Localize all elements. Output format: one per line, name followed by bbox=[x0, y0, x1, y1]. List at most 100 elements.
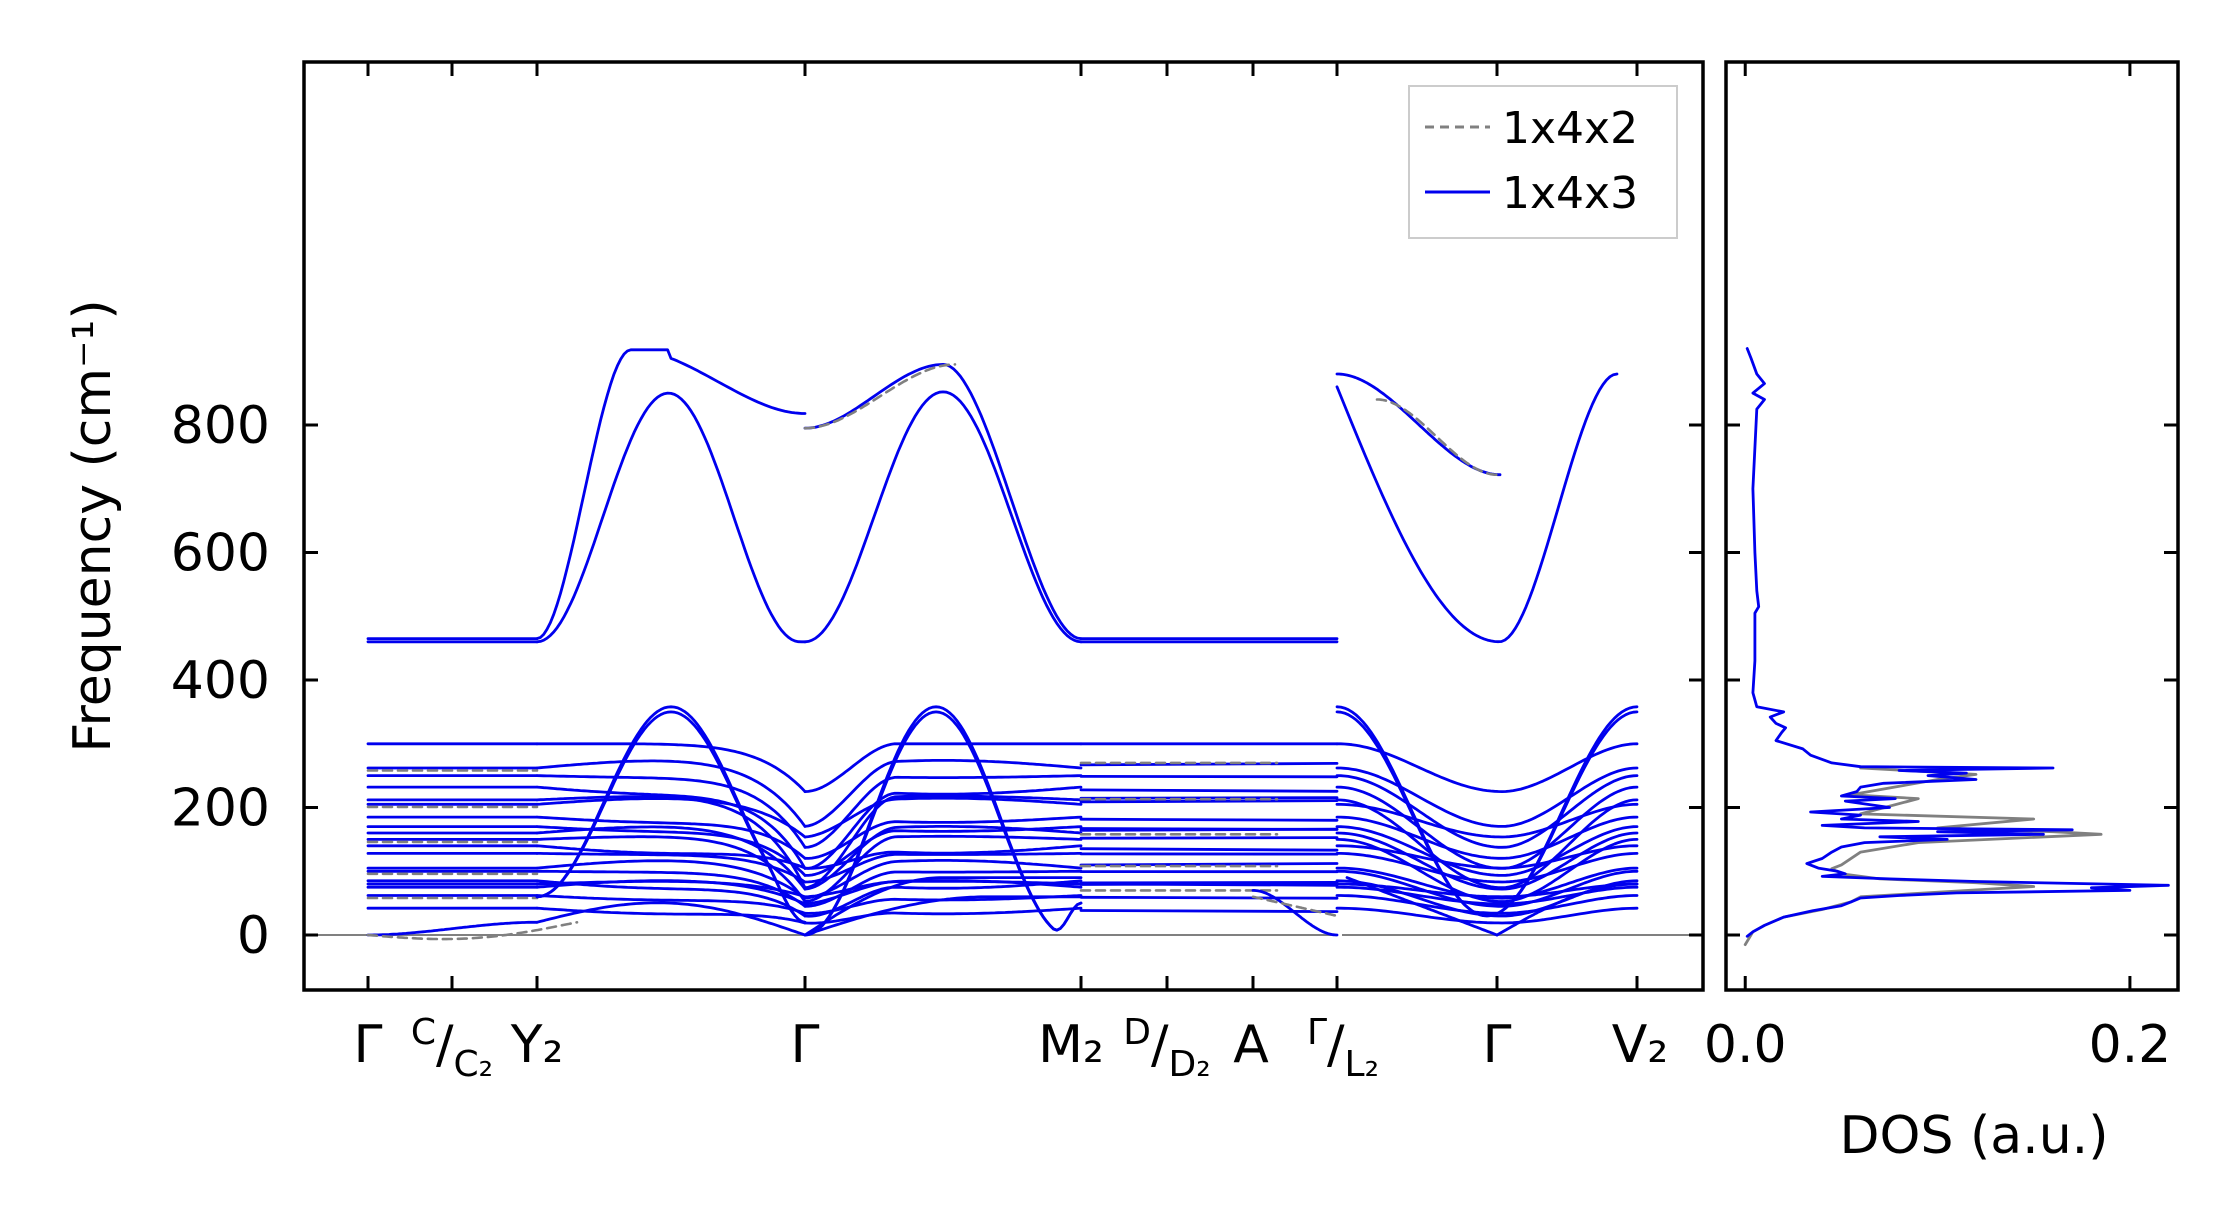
x-tick-label: Γ bbox=[791, 1015, 820, 1075]
dos-x-tick-label: 0.0 bbox=[1704, 1015, 1787, 1075]
legend-label-1x4x2: 1x4x2 bbox=[1502, 103, 1638, 154]
dos-curve-1x4x3 bbox=[1745, 347, 2170, 938]
low-band bbox=[535, 894, 807, 915]
low-band bbox=[1335, 844, 1639, 870]
dispersion-panel: 0 200 400 600 800 Γ C/C₂ Y₂ Γ M₂ D/D₂ A Γ/L₂ Γ V₂ 1x4… bbox=[63, 60, 1705, 1085]
x-tick-label: Γ bbox=[354, 1015, 383, 1075]
optical-lower-band bbox=[535, 391, 807, 644]
low-band bbox=[803, 759, 1083, 828]
low-band bbox=[535, 869, 807, 908]
optical-branch bbox=[1335, 372, 1502, 477]
y-tick-label: 400 bbox=[171, 651, 270, 711]
y-axis-title: Frequency (cm⁻¹) bbox=[63, 299, 123, 752]
low-band bbox=[803, 859, 1083, 900]
y-tick-label: 600 bbox=[171, 524, 270, 584]
low-band bbox=[1079, 788, 1339, 793]
low-band bbox=[535, 797, 807, 839]
acoustic-band bbox=[1251, 889, 1339, 937]
x-tick-label: C/C₂ bbox=[411, 1012, 493, 1085]
acoustic-band bbox=[1345, 876, 1499, 937]
low-band bbox=[1079, 817, 1339, 822]
optical-branch bbox=[1335, 372, 1619, 644]
low-band bbox=[1335, 852, 1639, 884]
acoustic-band bbox=[366, 920, 539, 937]
x-tick-label: V₂ bbox=[1612, 1015, 1668, 1075]
low-band bbox=[1335, 838, 1639, 903]
acoustic-band-1x4x2 bbox=[366, 921, 579, 941]
acoustic-band bbox=[1335, 710, 1639, 918]
low-band bbox=[803, 742, 1083, 793]
x-tick-label: Y₂ bbox=[510, 1015, 564, 1075]
low-band bbox=[535, 852, 807, 884]
acoustic-band bbox=[535, 710, 807, 924]
y-tick-label: 0 bbox=[237, 906, 270, 966]
low-band bbox=[1335, 825, 1639, 877]
low-band bbox=[535, 879, 807, 906]
low-band bbox=[535, 795, 807, 890]
optical-lower-band bbox=[803, 390, 1083, 644]
low-band bbox=[1335, 802, 1639, 839]
acoustic-band bbox=[803, 710, 1083, 937]
x-tick-label: A bbox=[1233, 1015, 1269, 1075]
low-band bbox=[535, 815, 807, 860]
low-band bbox=[1079, 862, 1339, 867]
low-band bbox=[803, 785, 1083, 870]
optical-branch-1x4x2 bbox=[1375, 398, 1499, 476]
acoustic-band bbox=[1495, 882, 1639, 937]
dos-curve-1x4x2 bbox=[1743, 766, 2103, 946]
acoustic-band bbox=[803, 895, 1083, 937]
dos-panel: 0.0 0.2 DOS (a.u.) bbox=[1704, 60, 2180, 1166]
acoustic-band bbox=[535, 901, 807, 937]
low-band bbox=[535, 742, 807, 793]
legend-box bbox=[1408, 85, 1678, 239]
y-tick-label: 800 bbox=[171, 396, 270, 456]
dos-curves bbox=[1743, 347, 2170, 946]
low-band bbox=[1079, 799, 1339, 804]
x-tick-label: D/D₂ bbox=[1123, 1012, 1210, 1085]
low-band bbox=[1335, 882, 1639, 899]
low-band bbox=[1335, 894, 1639, 915]
low-band bbox=[803, 852, 1083, 884]
low-band bbox=[1335, 774, 1639, 849]
dispersion-y-axis: 0 200 400 600 800 bbox=[171, 396, 1703, 966]
dos-x-axis-title: DOS (a.u.) bbox=[1840, 1106, 2109, 1166]
dispersion-plot-frame bbox=[302, 60, 1705, 992]
optical-upper-band-1x4x2 bbox=[803, 363, 957, 430]
low-band bbox=[535, 785, 807, 870]
x-tick-label: Γ/L₂ bbox=[1307, 1012, 1379, 1085]
low-band bbox=[803, 796, 1083, 839]
low-band bbox=[535, 859, 807, 900]
low-band bbox=[1335, 866, 1639, 900]
low-band bbox=[1079, 847, 1339, 852]
low-band bbox=[1335, 906, 1639, 925]
dispersion-x-axis: Γ C/C₂ Y₂ Γ M₂ D/D₂ A Γ/L₂ Γ V₂ bbox=[354, 62, 1668, 1085]
low-band bbox=[535, 774, 807, 849]
low-band bbox=[803, 815, 1083, 860]
low-band bbox=[1079, 909, 1339, 913]
low-band bbox=[1079, 881, 1339, 886]
acoustic-band bbox=[803, 876, 1083, 937]
acoustic-band-1x4x2 bbox=[1251, 895, 1339, 918]
low-band bbox=[803, 825, 1083, 891]
x-tick-label: Γ bbox=[1483, 1015, 1512, 1075]
low-band bbox=[803, 906, 1083, 925]
legend: 1x4x2 1x4x3 bbox=[1408, 85, 1678, 239]
x-tick-label: M₂ bbox=[1038, 1015, 1104, 1075]
y-tick-label: 200 bbox=[171, 779, 270, 839]
low-band bbox=[535, 835, 807, 903]
optical-upper-band bbox=[803, 363, 1083, 640]
low-band bbox=[803, 879, 1083, 906]
low-band bbox=[803, 774, 1083, 849]
low-band bbox=[1335, 798, 1639, 890]
optical-upper-band bbox=[535, 348, 807, 640]
low-band bbox=[535, 759, 807, 828]
low-band bbox=[1335, 831, 1639, 891]
dos-plot-frame bbox=[1724, 60, 2180, 992]
low-band bbox=[1079, 836, 1339, 840]
low-band bbox=[1335, 766, 1639, 828]
dos-x-tick-label: 0.2 bbox=[2089, 1015, 2172, 1075]
low-band bbox=[1335, 869, 1639, 908]
low-band bbox=[1079, 827, 1339, 832]
dispersion-bands bbox=[366, 348, 1639, 941]
